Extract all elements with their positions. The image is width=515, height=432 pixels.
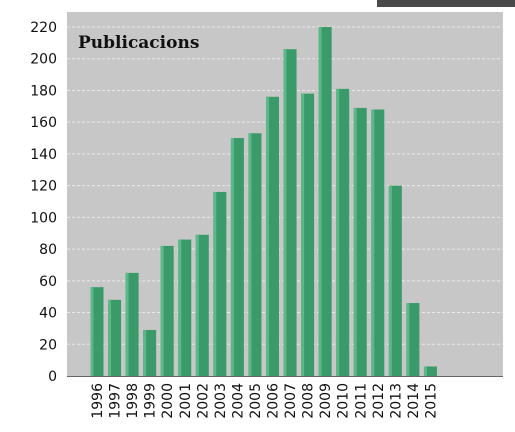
x-tick-label: 2005 <box>248 383 264 419</box>
bar-2005 <box>248 133 262 376</box>
bar-highlight-2004 <box>230 138 234 376</box>
bar-highlight-2001 <box>178 239 182 376</box>
bar-2004 <box>230 138 244 376</box>
bar-highlight-1997 <box>108 299 112 376</box>
y-tick-label: 160 <box>30 115 57 131</box>
bar-2003 <box>213 191 227 376</box>
x-tick-label: 2011 <box>353 383 369 419</box>
x-tick-label: 2003 <box>213 383 229 419</box>
y-tick-label: 120 <box>30 179 57 195</box>
bars <box>67 27 503 377</box>
x-tick-label: 2014 <box>406 383 422 419</box>
bar-highlight-2014 <box>406 303 410 376</box>
bar-highlight-2012 <box>371 109 375 376</box>
bar-highlight-2000 <box>160 245 164 376</box>
bar-2001 <box>178 239 192 376</box>
chart-title: Publicacions <box>78 33 199 53</box>
bar-highlight-2005 <box>248 133 252 376</box>
y-tick-label: 0 <box>48 369 57 385</box>
x-tick-label: 2007 <box>283 383 299 419</box>
bar-highlight-1999 <box>143 329 147 376</box>
bar-1996 <box>90 287 104 376</box>
bar-highlight-2013 <box>388 185 392 376</box>
bar-highlight-2010 <box>336 88 340 377</box>
bar-highlight-2009 <box>318 27 322 376</box>
bar-1998 <box>125 272 139 376</box>
bar-2002 <box>195 234 209 376</box>
bar-2013 <box>388 185 402 376</box>
x-tick-label: 2001 <box>178 383 194 419</box>
bar-highlight-2008 <box>301 93 305 377</box>
bar-2011 <box>353 107 367 377</box>
y-tick-label: 20 <box>39 337 57 353</box>
bar-2000 <box>160 245 174 376</box>
y-tick-label: 40 <box>39 306 57 322</box>
x-tick-label: 2000 <box>160 383 176 419</box>
bar-highlight-1996 <box>90 287 94 376</box>
bar-highlight-2007 <box>283 49 287 376</box>
x-tick-label: 2002 <box>195 383 211 419</box>
bar-highlight-1998 <box>125 272 129 376</box>
y-tick-label: 200 <box>30 52 57 68</box>
x-tick-label: 1998 <box>125 383 141 419</box>
bar-2012 <box>371 109 385 376</box>
x-tick-label: 1999 <box>143 383 159 419</box>
x-tick-label: 2009 <box>318 383 334 419</box>
x-tick-label: 2013 <box>388 383 404 419</box>
top-edge-bar <box>377 0 515 7</box>
bar-highlight-2002 <box>195 234 199 376</box>
x-tick-label: 2015 <box>423 383 439 419</box>
bar-1997 <box>108 299 122 376</box>
bar-highlight-2003 <box>213 191 217 376</box>
bar-highlight-2015 <box>423 366 427 376</box>
y-tick-label: 100 <box>30 210 57 226</box>
x-tick-label: 2008 <box>301 383 317 419</box>
y-tick-label: 140 <box>30 147 57 163</box>
bar-1999 <box>143 329 157 376</box>
bar-2008 <box>301 93 315 377</box>
x-tick-label: 2006 <box>266 383 282 419</box>
bar-2007 <box>283 49 297 376</box>
y-tick-label: 60 <box>39 274 57 290</box>
x-tick-label: 2012 <box>371 383 387 419</box>
y-tick-label: 220 <box>30 20 57 36</box>
x-tick-label: 1997 <box>108 383 124 419</box>
y-axis-ticks: 0 20 40 60 80 100 120 140 160 180 200 220 <box>30 20 57 385</box>
x-tick-label: 2010 <box>336 383 352 419</box>
bar-2006 <box>266 96 279 377</box>
bar-2010 <box>336 88 350 377</box>
bar-2015 <box>423 366 437 376</box>
bar-highlight-2011 <box>353 107 357 377</box>
y-tick-label: 80 <box>39 242 57 258</box>
bar-2014 <box>406 303 420 376</box>
x-tick-label: 1996 <box>90 383 106 419</box>
bar-2009 <box>318 27 332 376</box>
x-axis-ticks: 1996 1997 1998 1999 2000 2001 2002 2003 2004 2005… <box>90 383 439 419</box>
x-tick-label: 2004 <box>230 383 246 419</box>
bar-highlight-2006 <box>266 96 269 377</box>
y-tick-label: 180 <box>30 83 57 99</box>
